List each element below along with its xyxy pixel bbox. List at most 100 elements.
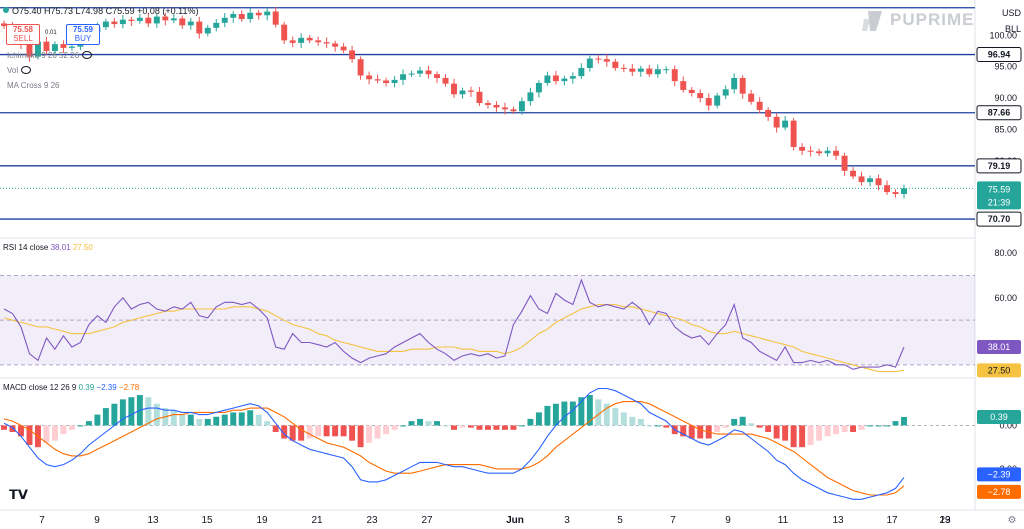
candle-body	[501, 107, 508, 110]
macd-histogram-bar	[247, 410, 254, 426]
candle-body	[875, 178, 882, 186]
candle-body	[901, 188, 907, 194]
candle-body	[281, 24, 288, 41]
macd-histogram-bar	[816, 425, 823, 441]
macd-histogram-bar	[442, 425, 449, 427]
candle-body	[298, 37, 305, 43]
time-axis-label: 19	[256, 515, 268, 526]
indicator-ma-cross-label: MA Cross 9 26	[7, 81, 60, 90]
candle-body	[756, 101, 763, 110]
eye-icon[interactable]	[21, 66, 32, 74]
macd-histogram-bar	[272, 425, 279, 432]
unit-label[interactable]: BLL	[1004, 24, 1021, 34]
macd-histogram-bar	[629, 416, 636, 426]
indicator-ichimoku[interactable]: Ichimoku 9 26 52 26	[7, 51, 93, 60]
macd-histogram-bar	[255, 414, 262, 426]
macd-signal-legend-value: −2.78	[118, 383, 140, 392]
macd-histogram-bar	[748, 423, 755, 426]
macd-histogram-bar	[578, 397, 585, 426]
candle-body	[646, 68, 653, 75]
candle-body	[289, 40, 296, 43]
candle-body	[468, 90, 474, 92]
candle-body	[247, 12, 254, 20]
indicator-ma-cross[interactable]: MA Cross 9 26	[7, 81, 59, 90]
candle-body	[128, 19, 135, 21]
macd-histogram-bar	[765, 425, 772, 432]
candle-body	[119, 19, 126, 25]
macd-histogram-bar	[9, 425, 16, 432]
macd-histogram-bar	[807, 425, 814, 445]
level-price-tag	[976, 105, 1022, 121]
candle-body	[561, 78, 568, 82]
candle-body	[892, 192, 899, 194]
macd-histogram-bar	[620, 412, 627, 426]
candle-body	[527, 92, 534, 102]
macd-histogram-bar	[94, 414, 101, 426]
indicator-volume[interactable]: Vol	[7, 66, 32, 75]
candle-body	[722, 89, 729, 96]
candle-body	[484, 103, 491, 105]
candle-body	[697, 93, 704, 99]
currency-label[interactable]: USD	[1001, 8, 1021, 18]
macd-histogram-bar	[119, 399, 126, 426]
macd-histogram-bar	[18, 425, 24, 437]
macd-histogram-bar	[501, 425, 508, 430]
macd-histogram-bar	[858, 425, 865, 430]
macd-histogram-bar	[391, 425, 398, 430]
macd-legend-name: MACD close 12 26 9	[3, 383, 77, 392]
macd-histogram-bar	[646, 425, 653, 427]
time-axis-label: 15	[201, 515, 213, 526]
candle-body	[799, 146, 806, 151]
macd-histogram-bar	[196, 418, 203, 426]
candle-body	[349, 50, 356, 60]
candle-body	[60, 44, 67, 48]
macd-histogram-bar	[739, 416, 746, 426]
candle-body	[858, 176, 865, 183]
macd-histogram-bar	[850, 425, 857, 432]
time-axis-label: 23	[939, 515, 951, 526]
macd-signal-value-tag	[977, 484, 1021, 499]
sell-price: 75.58	[12, 25, 34, 34]
macd-histogram-bar	[187, 414, 194, 426]
candle-body	[612, 61, 619, 68]
macd-histogram-bar	[349, 425, 356, 441]
candle-body	[1, 23, 7, 26]
candle-body	[255, 12, 262, 16]
price-tick-label: 95.00	[994, 62, 1017, 72]
macd-histogram-bar	[315, 425, 322, 437]
macd-histogram-bar	[901, 416, 907, 426]
candle-body	[366, 75, 373, 80]
macd-histogram-bar	[756, 425, 763, 428]
last-price-tag	[977, 181, 1021, 210]
macd-histogram-bar	[841, 425, 848, 432]
indicator-ichimoku-label: Ichimoku 9 26 52 26	[7, 51, 80, 60]
tradingview-logo[interactable]: 𝗧𝗩	[9, 487, 28, 502]
time-axis-label: 7	[39, 515, 45, 526]
candle-body	[187, 21, 194, 26]
sell-button[interactable]: 75.58 SELL	[6, 24, 40, 45]
macd-histogram-bar	[493, 425, 500, 430]
macd-hist-value-label: 0.39	[990, 412, 1008, 422]
candle-body	[884, 185, 890, 193]
time-axis-label: 3	[564, 515, 570, 526]
macd-histogram-bar	[264, 421, 271, 426]
macd-histogram-bar	[799, 425, 806, 448]
time-axis-label: 7	[670, 515, 676, 526]
candle-body	[790, 120, 797, 147]
macd-histogram-bar	[425, 421, 432, 426]
macd-legend[interactable]: MACD close 12 26 9 0.39 −2.39 −2.78	[3, 383, 139, 392]
rsi-legend[interactable]: RSI 14 close 38.01 27.50	[3, 243, 93, 252]
rsi-ma-value-label: 27.50	[988, 365, 1011, 375]
candle-body	[765, 109, 772, 117]
macd-histogram-bar	[552, 403, 559, 426]
buy-button[interactable]: 75.59 BUY	[66, 24, 100, 45]
macd-histogram-bar	[408, 421, 415, 426]
candle-body	[620, 67, 627, 69]
candle-body	[518, 101, 525, 112]
time-axis-label: Jun	[506, 515, 524, 526]
macd-histogram-bar	[510, 425, 517, 430]
eye-icon[interactable]	[82, 51, 93, 59]
candle-body	[714, 95, 721, 106]
macd-histogram-bar	[884, 425, 890, 427]
